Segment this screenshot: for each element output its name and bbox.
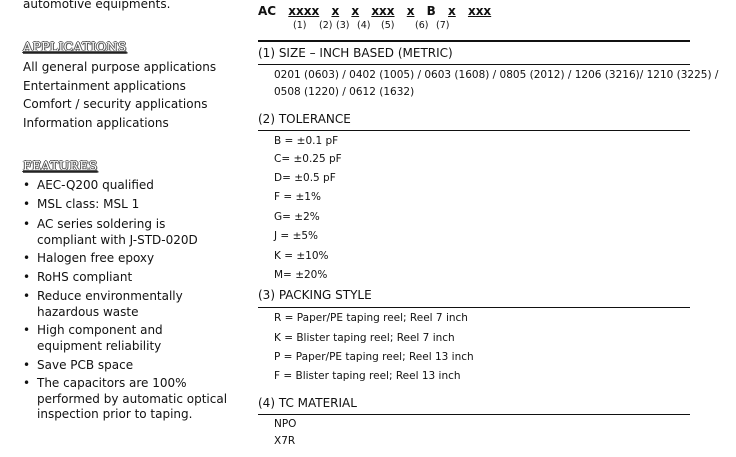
feature-line: Save PCB space: [37, 358, 134, 372]
features-heading: FEATURES: [23, 158, 98, 173]
feature-item: RoHS compliant: [23, 270, 132, 286]
code-number: (1): [293, 20, 307, 31]
intro-text: automotive equipments.: [23, 0, 171, 11]
code-part: xxxx: [288, 4, 320, 18]
feature-line: hazardous waste: [37, 304, 139, 319]
code-number: (3): [336, 20, 350, 31]
section-item: R = Paper/PE taping reel; Reel 7 inch: [274, 312, 468, 324]
feature-line: compliant with J-STD-020D: [37, 232, 198, 247]
section-divider: [258, 130, 690, 131]
code-part: x: [406, 4, 415, 18]
code-part: B: [426, 4, 436, 18]
section-title: (1) SIZE – INCH BASED (METRIC): [258, 46, 453, 60]
section-divider: [258, 64, 690, 65]
code-part: x: [331, 4, 340, 18]
code-prefix: AC: [258, 4, 277, 18]
applications-heading: APPLICATIONS: [23, 39, 127, 54]
feature-item: MSL class: MSL 1: [23, 197, 139, 213]
section-divider: [258, 307, 690, 308]
section-title: (2) TOLERANCE: [258, 112, 351, 126]
code-number: (7): [436, 20, 450, 31]
feature-line: equipment reliability: [37, 338, 162, 353]
feature-line: AEC-Q200 qualified: [37, 178, 154, 192]
feature-line: AC series soldering is: [37, 217, 166, 231]
section-item: NPO: [274, 418, 297, 430]
part-code: AC xxxx x x xxx x B x xxx: [258, 4, 491, 18]
section-item: F = Blister taping reel; Reel 13 inch: [274, 370, 461, 382]
feature-line: The capacitors are 100%: [37, 376, 187, 390]
feature-item: Halogen free epoxy: [23, 251, 154, 267]
application-item: Information applications: [23, 116, 169, 130]
section-item: X7R: [274, 435, 296, 447]
code-number: (4): [357, 20, 371, 31]
thick-divider: [258, 40, 690, 42]
application-item: All general purpose applications: [23, 60, 217, 74]
feature-line: High component and: [37, 323, 163, 337]
feature-item: The capacitors are 100%performed by auto…: [23, 376, 227, 423]
code-part: xxx: [371, 4, 395, 18]
code-number: (5): [381, 20, 395, 31]
section-item: G= ±2%: [274, 211, 320, 223]
application-item: Comfort / security applications: [23, 97, 208, 111]
code-part: x: [351, 4, 360, 18]
section-item: 0508 (1220) / 0612 (1632): [274, 86, 415, 98]
feature-item: AEC-Q200 qualified: [23, 178, 154, 194]
code-part: xxx: [467, 4, 492, 18]
feature-line: performed by automatic optical: [37, 391, 228, 406]
feature-line: Halogen free epoxy: [37, 251, 155, 265]
section-item: F = ±1%: [274, 191, 321, 203]
section-title: (3) PACKING STYLE: [258, 288, 372, 302]
section-divider: [258, 414, 690, 415]
feature-line: inspection prior to taping.: [37, 407, 193, 421]
section-item: J = ±5%: [274, 230, 319, 242]
section-item: 0201 (0603) / 0402 (1005) / 0603 (1608) …: [274, 69, 719, 81]
feature-line: Reduce environmentally: [37, 289, 183, 303]
code-part: x: [448, 4, 456, 18]
feature-item: Save PCB space: [23, 358, 133, 374]
feature-line: MSL class: MSL 1: [37, 197, 140, 211]
section-item: M= ±20%: [274, 269, 328, 281]
code-number: (2): [319, 20, 333, 31]
section-item: C= ±0.25 pF: [274, 153, 342, 165]
feature-line: RoHS compliant: [37, 270, 133, 284]
section-item: P = Paper/PE taping reel; Reel 13 inch: [274, 351, 474, 363]
code-number: (6): [415, 20, 429, 31]
section-item: B = ±0.1 pF: [274, 135, 339, 147]
application-item: Entertainment applications: [23, 79, 186, 93]
section-item: D= ±0.5 pF: [274, 172, 336, 184]
section-item: K = ±10%: [274, 250, 329, 262]
section-title: (4) TC MATERIAL: [258, 396, 357, 410]
section-item: K = Blister taping reel; Reel 7 inch: [274, 332, 455, 344]
